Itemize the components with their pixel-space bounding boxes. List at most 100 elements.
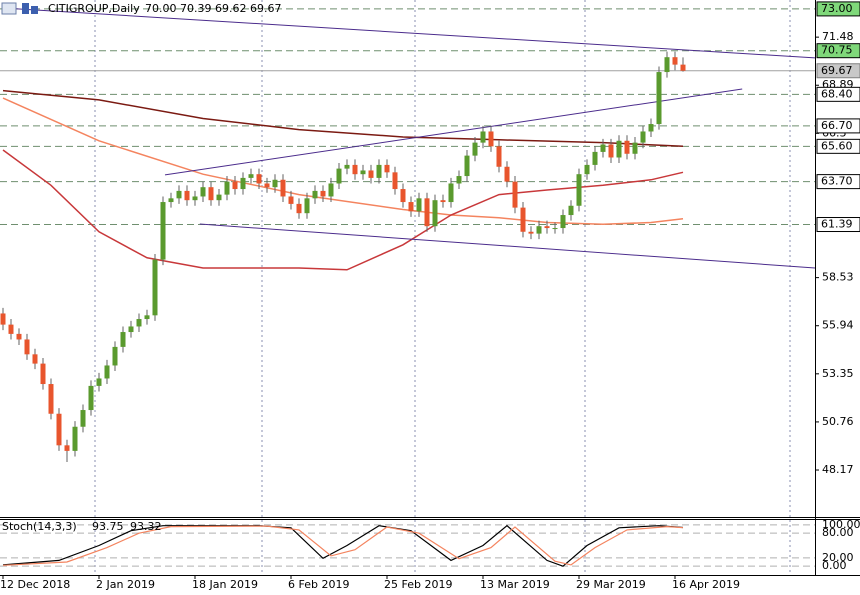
candle-body [640, 131, 646, 143]
candle-body [120, 332, 126, 347]
y-tick-label: 48.17 [822, 463, 854, 476]
candle-body [24, 339, 30, 355]
candle-body [88, 385, 94, 411]
candle-body [672, 57, 678, 65]
candle-body [656, 72, 662, 125]
candle-body [360, 170, 366, 175]
candle-body [128, 326, 134, 333]
level-label-box [816, 174, 860, 190]
trendline [164, 88, 743, 176]
candle-body [336, 168, 342, 184]
candle-body [496, 146, 502, 167]
candle-body [320, 190, 326, 197]
x-tick-label: 29 Mar 2019 [576, 578, 646, 591]
candle-body [48, 384, 54, 414]
price-label-box [816, 63, 860, 79]
candle-body [304, 198, 310, 214]
candle-body [488, 131, 494, 147]
candle-body [40, 363, 46, 385]
x-tick-label: 16 Apr 2019 [672, 578, 740, 591]
level-label: 73.00 [821, 2, 853, 15]
candle-body [368, 170, 374, 178]
candle-body [104, 365, 110, 379]
trendline [2, 7, 815, 59]
candle-body [472, 142, 478, 156]
candle-body [96, 378, 102, 386]
candle-body [560, 215, 566, 229]
price-label: 69.67 [821, 64, 853, 77]
chart-title: CITIGROUP,Daily [48, 2, 140, 15]
candle-body [624, 140, 630, 154]
vertical-grid [94, 0, 791, 575]
level-label: 65.60 [821, 139, 853, 152]
candle-body [536, 226, 542, 234]
candle-body [432, 200, 438, 227]
candle-body [632, 142, 638, 154]
y-tick-label: 50.76 [822, 415, 854, 428]
stoch-plot [0, 524, 815, 567]
level-label: 68.40 [821, 87, 853, 100]
candle-body [440, 200, 446, 203]
x-tick-label: 12 Dec 2018 [0, 578, 70, 591]
candle-body [376, 164, 382, 178]
candle-body [680, 64, 686, 71]
indicator-value: 93.75 [92, 520, 124, 533]
candle-body [608, 144, 614, 158]
y-tick-label: 58.53 [822, 271, 854, 284]
frame [0, 0, 860, 576]
y-tick-label: 71.48 [822, 30, 854, 43]
candle-body [528, 231, 534, 234]
candle-body [240, 177, 246, 190]
candle-body [192, 196, 198, 201]
candle-body [72, 426, 78, 451]
candle-body [160, 202, 166, 260]
candle-body [504, 166, 510, 182]
stoch-line [2, 525, 684, 566]
candle-body [16, 333, 22, 340]
candle-body [544, 226, 550, 229]
candle-body [8, 324, 14, 334]
candle-body [208, 187, 214, 201]
candle-body [200, 187, 206, 197]
y-tick-label: 55.94 [822, 319, 854, 332]
y-tick-label: 0.00 [822, 559, 847, 572]
icon [22, 3, 29, 14]
main-plot [0, 7, 815, 463]
y-tick-label: 53.35 [822, 367, 854, 380]
candle-body [0, 313, 6, 325]
candle-body [648, 124, 654, 132]
candle-body [456, 176, 462, 184]
candle-body [56, 413, 62, 446]
level-label-box [816, 43, 860, 59]
level-label: 61.39 [821, 218, 853, 231]
icon [1, 2, 17, 15]
level-label: 63.70 [821, 175, 853, 188]
candle-body [568, 205, 574, 216]
candle-body [592, 151, 598, 165]
candle-body [136, 319, 142, 327]
candle-body [248, 174, 254, 178]
moving-average [2, 89, 684, 148]
candle-body [176, 190, 182, 199]
candle-body [480, 131, 486, 143]
candle-body [64, 445, 70, 451]
candle-body [400, 189, 406, 203]
candle-body [408, 202, 414, 212]
candle-body [616, 140, 622, 158]
candle-body [224, 181, 230, 195]
level-label-box [816, 86, 860, 102]
level-label-box [816, 118, 860, 134]
candle-body [232, 181, 238, 190]
x-tick-label: 2 Jan 2019 [96, 578, 155, 591]
candle-body [112, 346, 118, 366]
level-label: 70.75 [821, 44, 853, 57]
indicator-value: 93.32 [130, 520, 162, 533]
level-label-box [816, 1, 860, 17]
candle-body [184, 190, 190, 201]
candle-body [264, 183, 270, 188]
candle-body [424, 198, 430, 227]
y-tick-label: 100.00 [822, 518, 860, 531]
